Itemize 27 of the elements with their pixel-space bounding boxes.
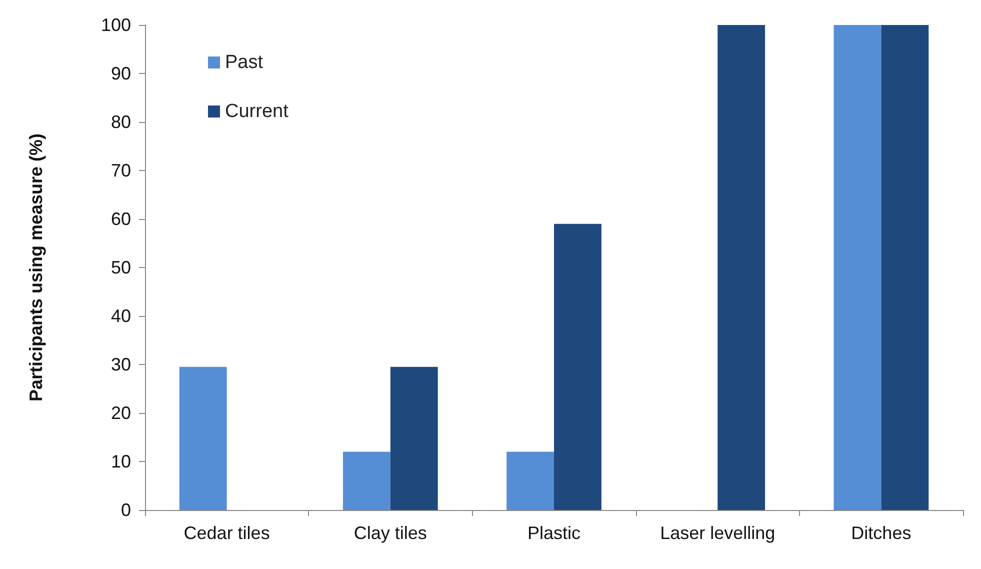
y-tick-label: 0 <box>120 500 131 520</box>
y-tick-label: 90 <box>110 64 131 84</box>
bar <box>390 366 438 510</box>
bar <box>718 25 766 510</box>
x-tick-label: Plastic <box>527 523 581 543</box>
y-tick-label: 20 <box>110 403 131 423</box>
legend-label: Past <box>225 52 264 73</box>
y-tick-label: 30 <box>110 354 131 374</box>
x-tick-label: Cedar tiles <box>184 523 270 543</box>
bar <box>506 452 554 510</box>
y-tick-label: 70 <box>110 160 131 180</box>
y-tick-label: 40 <box>110 306 131 326</box>
y-tick-label: 100 <box>100 15 131 35</box>
bar <box>834 25 882 510</box>
bar <box>342 452 390 510</box>
legend-label: Current <box>225 101 290 122</box>
x-tick-label: Ditches <box>851 523 912 543</box>
x-tick-label: Clay tiles <box>354 523 427 543</box>
bar <box>554 224 602 510</box>
bar <box>881 25 929 510</box>
y-tick-label: 80 <box>110 112 131 132</box>
bar <box>179 366 227 510</box>
y-tick-label: 10 <box>110 452 131 472</box>
y-tick-label: 60 <box>110 209 131 229</box>
y-axis-title: Participants using measure (%) <box>26 133 46 402</box>
y-tick-label: 50 <box>110 258 131 278</box>
x-tick-label: Laser levelling <box>660 523 776 543</box>
